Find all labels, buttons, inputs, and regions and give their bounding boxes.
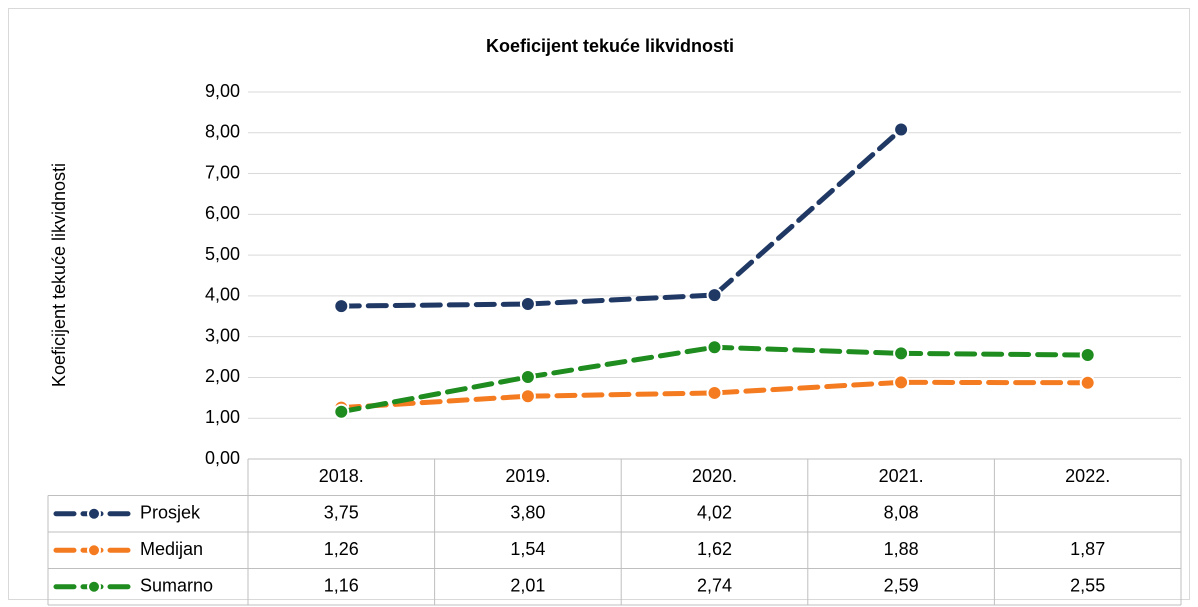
x-tick-label: 2022. bbox=[1065, 466, 1110, 486]
x-tick-label: 2020. bbox=[692, 466, 737, 486]
x-tick-label: 2019. bbox=[505, 466, 550, 486]
y-tick-label: 4,00 bbox=[205, 285, 240, 305]
marker bbox=[706, 384, 723, 401]
data-table-value: 3,80 bbox=[510, 503, 545, 523]
data-table-value: 4,02 bbox=[697, 503, 732, 523]
y-tick-label: 9,00 bbox=[205, 81, 240, 101]
data-table-value: 3,75 bbox=[324, 503, 359, 523]
data-table-value: 2,55 bbox=[1070, 576, 1105, 596]
data-table-value: 8,08 bbox=[884, 503, 919, 523]
y-tick-label: 6,00 bbox=[205, 203, 240, 223]
y-tick-label: 1,00 bbox=[205, 407, 240, 427]
series-line bbox=[338, 379, 1091, 411]
marker bbox=[519, 296, 536, 313]
marker bbox=[519, 369, 536, 386]
legend-label: Medijan bbox=[140, 539, 203, 559]
marker bbox=[893, 345, 910, 362]
marker bbox=[333, 298, 350, 315]
data-table-value: 1,62 bbox=[697, 539, 732, 559]
data-table-value: 2,01 bbox=[510, 576, 545, 596]
y-tick-label: 7,00 bbox=[205, 162, 240, 182]
y-tick-label: 5,00 bbox=[205, 244, 240, 264]
marker bbox=[706, 287, 723, 304]
marker bbox=[519, 388, 536, 405]
marker bbox=[1079, 347, 1096, 364]
series-line bbox=[338, 127, 904, 309]
y-tick-label: 0,00 bbox=[205, 448, 240, 468]
legend-label: Sumarno bbox=[140, 576, 213, 596]
data-table-value: 2,59 bbox=[884, 576, 919, 596]
legend-key-marker bbox=[87, 506, 101, 521]
marker bbox=[1079, 374, 1096, 391]
y-axis-title: Koeficijent tekuće likvidnosti bbox=[49, 163, 69, 387]
data-table-value: 1,16 bbox=[324, 576, 359, 596]
chart-title: Koeficijent tekuće likvidnosti bbox=[486, 36, 734, 56]
legend-label: Prosjek bbox=[140, 503, 201, 523]
data-table-value: 1,87 bbox=[1070, 539, 1105, 559]
legend-key-marker bbox=[87, 543, 101, 558]
data-table-value: 1,26 bbox=[324, 539, 359, 559]
chart-border bbox=[8, 8, 1190, 600]
y-tick-label: 8,00 bbox=[205, 122, 240, 142]
data-table-value: 1,88 bbox=[884, 539, 919, 559]
y-tick-label: 2,00 bbox=[205, 366, 240, 386]
marker bbox=[706, 339, 723, 356]
legend-key-marker bbox=[87, 579, 101, 594]
data-table-value: 1,54 bbox=[510, 539, 545, 559]
y-tick-label: 3,00 bbox=[205, 325, 240, 345]
marker bbox=[893, 121, 910, 138]
x-tick-label: 2018. bbox=[319, 466, 364, 486]
data-table-value: 2,74 bbox=[697, 576, 732, 596]
x-tick-label: 2021. bbox=[879, 466, 924, 486]
marker bbox=[333, 403, 350, 420]
marker bbox=[893, 374, 910, 391]
